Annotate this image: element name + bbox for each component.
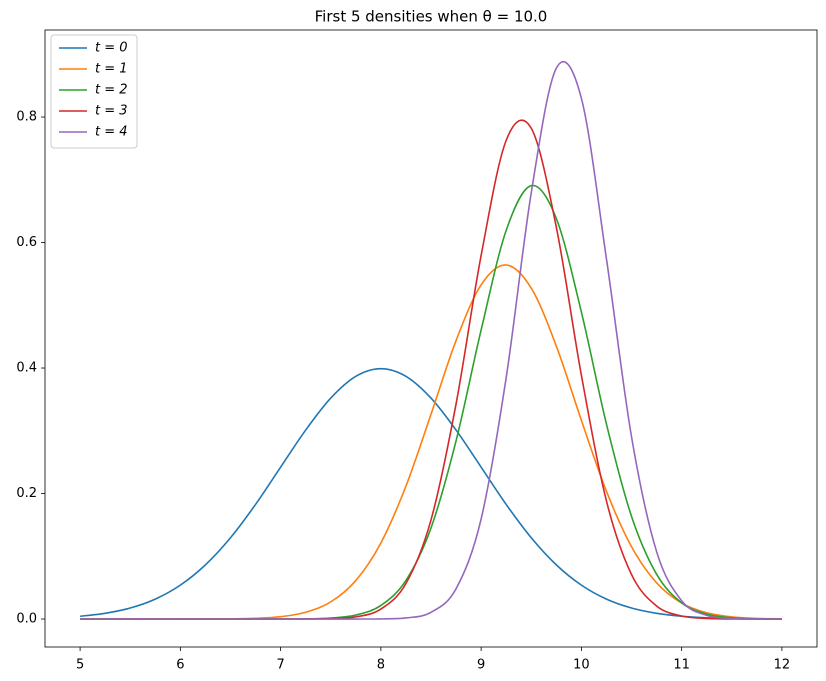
x-tick-label: 10 <box>573 658 590 673</box>
y-tick-label: 0.4 <box>16 361 37 376</box>
x-tick-label: 6 <box>176 658 184 673</box>
x-tick-label: 9 <box>477 658 485 673</box>
x-tick-label: 5 <box>76 658 84 673</box>
x-tick-label: 8 <box>377 658 385 673</box>
y-tick-label: 0.2 <box>16 486 37 501</box>
line <box>79 367 782 620</box>
x-tick-label: 12 <box>774 658 791 673</box>
line <box>80 61 782 620</box>
legend-box <box>50 34 138 149</box>
y-tick-label: 0.0 <box>16 612 37 627</box>
legend-label: t = 3 <box>95 104 128 119</box>
x-tick-label: 7 <box>276 658 284 673</box>
y-tick-label: 0.8 <box>16 110 37 125</box>
legend-label: t = 2 <box>95 83 128 98</box>
axes-frame <box>44 29 818 648</box>
legend-label: t = 4 <box>95 125 128 140</box>
x-tick-label: 11 <box>673 658 690 673</box>
legend-label: t = 0 <box>95 41 128 56</box>
y-tick-label: 0.6 <box>16 235 37 250</box>
chart-title: First 5 densities when θ = 10.0 <box>315 8 548 26</box>
legend-label: t = 1 <box>95 62 128 77</box>
